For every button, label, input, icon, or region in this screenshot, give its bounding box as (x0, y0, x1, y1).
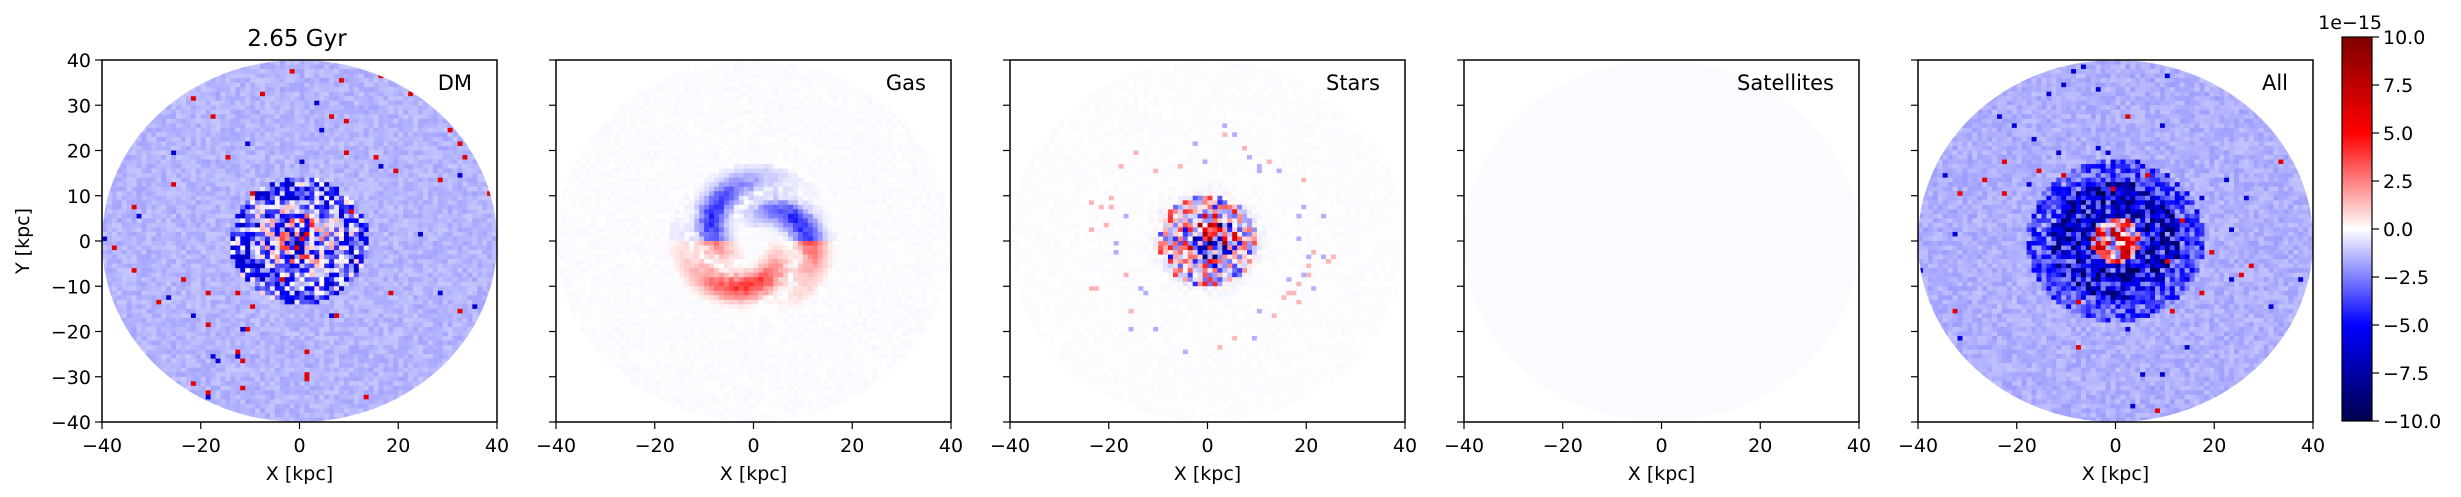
heatmap-cells (556, 60, 951, 422)
y-tick-label: 30 (67, 95, 91, 117)
colorbar-tick-label: 10.0 (2383, 27, 2425, 49)
component-label: Stars (1326, 71, 1380, 95)
x-axis-label: X [kpc] (720, 463, 787, 485)
x-tick-label: −40 (1444, 435, 1484, 457)
colorbar-tick-label: −10.0 (2383, 411, 2441, 433)
x-tick-label: −20 (635, 435, 675, 457)
panel-stars: −40 −20 0 20 40 X [kpc] Stars (990, 59, 1417, 485)
y-tick-label: 40 (67, 50, 91, 72)
y-tick-label: 10 (67, 186, 91, 208)
x-tick-label: −40 (82, 435, 122, 457)
x-tick-label: −20 (1997, 435, 2037, 457)
x-tick-label: 20 (386, 435, 410, 457)
panel-all: −40 −20 0 20 40 X [kpc] All (1898, 59, 2325, 485)
x-tick-label: 40 (2301, 435, 2325, 457)
x-tick-label: 20 (2202, 435, 2226, 457)
y-tick-label: −40 (51, 412, 91, 434)
colorbar-tick-label: 5.0 (2383, 123, 2413, 145)
x-tick-label: 40 (1847, 435, 1871, 457)
x-tick-label: 40 (939, 435, 963, 457)
x-tick-label: −40 (1898, 435, 1938, 457)
heatmap-cells (1464, 60, 1859, 422)
y-axis-label: Y [kpc] (12, 208, 34, 275)
x-tick-label: 20 (1294, 435, 1318, 457)
x-tick-label: −40 (990, 435, 1030, 457)
colorbar-tick-label: −2.5 (2383, 267, 2429, 289)
component-label: DM (438, 71, 472, 95)
colorbar-tick-label: 0.0 (2383, 219, 2413, 241)
colorbar: 10.0 7.5 5.0 2.5 0.0 −2.5 −5.0 −7.5 −10.0 1e−15 (2318, 12, 2441, 433)
colorbar-tick-label: 7.5 (2383, 75, 2413, 97)
x-tick-label: 0 (1201, 435, 1213, 457)
x-axis-label: X [kpc] (266, 463, 333, 485)
x-tick-label: 20 (840, 435, 864, 457)
y-tick-label: 0 (79, 231, 91, 253)
y-tick-label: −10 (51, 276, 91, 298)
x-tick-label: −20 (181, 435, 221, 457)
y-tick-label: 20 (67, 141, 91, 163)
x-axis-label: X [kpc] (1628, 463, 1695, 485)
colorbar-gradient (2341, 36, 2373, 422)
y-tick-label: −30 (51, 367, 91, 389)
x-tick-label: 0 (2109, 435, 2121, 457)
x-tick-label: 0 (1655, 435, 1667, 457)
x-axis-label: X [kpc] (2082, 463, 2149, 485)
panel-dm: −40 −20 0 20 40 40 30 20 10 0 −10 −20 −30 −40 X [kpc] Y… (12, 50, 509, 485)
panel-gas: −40 −20 0 20 40 X [kpc] Gas (536, 59, 963, 485)
colorbar-offset-label: 1e−15 (2318, 12, 2382, 34)
heatmap-cells (1010, 60, 1405, 422)
colorbar-tick-label: −5.0 (2383, 315, 2429, 337)
colorbar-tick-label: 2.5 (2383, 171, 2413, 193)
time-title: 2.65 Gyr (247, 26, 347, 52)
x-tick-label: 40 (1393, 435, 1417, 457)
heatmap-cells (1918, 60, 2313, 422)
x-tick-label: 0 (293, 435, 305, 457)
x-tick-label: 40 (485, 435, 509, 457)
panel-satellites: −40 −20 0 20 40 X [kpc] Satellites (1444, 59, 1871, 485)
x-tick-label: −20 (1089, 435, 1129, 457)
panels: −40 −20 0 20 40 40 30 20 10 0 −10 −20 −30 −40 X [kpc] Y… (12, 50, 2325, 485)
x-tick-label: −20 (1543, 435, 1583, 457)
y-tick-label: −20 (51, 322, 91, 344)
x-tick-label: −40 (536, 435, 576, 457)
x-tick-label: 0 (747, 435, 759, 457)
x-axis-label: X [kpc] (1174, 463, 1241, 485)
component-label: Gas (886, 71, 926, 95)
component-label: All (2262, 71, 2288, 95)
x-tick-label: 20 (1748, 435, 1772, 457)
heatmap-cells (102, 60, 497, 422)
component-label: Satellites (1737, 71, 1834, 95)
colorbar-tick-label: −7.5 (2383, 363, 2429, 385)
